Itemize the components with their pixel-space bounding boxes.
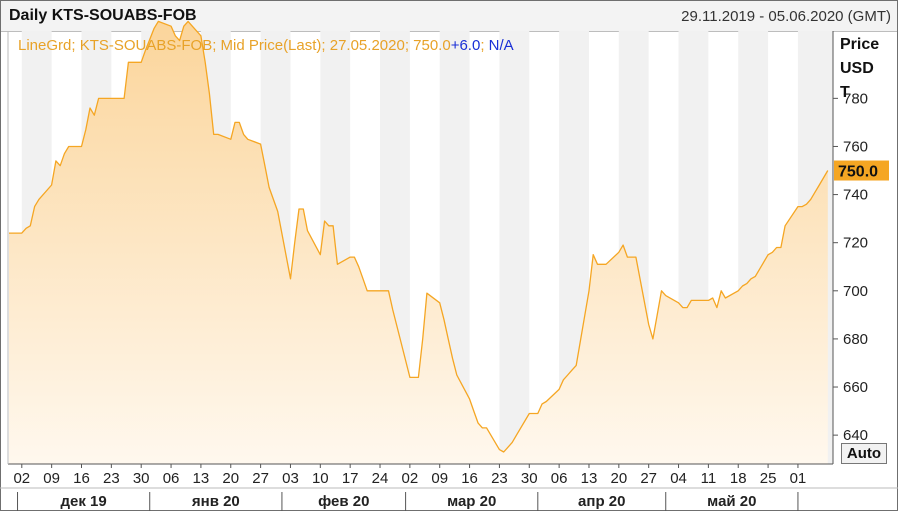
series-legend: LineGrd; KTS-SOUABS-FOB; Mid Price(Last)… bbox=[18, 37, 514, 54]
axis-head-currency: USD bbox=[840, 60, 874, 77]
price-line bbox=[9, 20, 829, 453]
x-tick-label: 20 bbox=[610, 470, 627, 487]
month-label: дек 19 bbox=[61, 493, 107, 510]
x-tick-label: 11 bbox=[701, 470, 717, 487]
x-tick-label: 27 bbox=[252, 470, 269, 487]
line-layer bbox=[9, 20, 829, 453]
x-tick-label: 24 bbox=[372, 470, 389, 487]
last-price-label: 750.0 bbox=[838, 164, 878, 181]
price-area bbox=[9, 21, 828, 465]
x-tick-label: 20 bbox=[222, 470, 239, 487]
x-tick-label: 01 bbox=[790, 470, 807, 487]
month-label: апр 20 bbox=[578, 493, 625, 510]
y-axis: 640 660 680 700 720 740 760 780 bbox=[833, 90, 868, 444]
y-tick-label: 740 bbox=[843, 187, 868, 204]
legend-sep: ; bbox=[480, 37, 485, 54]
x-tick-label: 09 bbox=[431, 470, 448, 487]
x-tick-label: 09 bbox=[43, 470, 60, 487]
x-tick-label: 04 bbox=[670, 470, 687, 487]
legend-na: N/A bbox=[488, 37, 514, 54]
chart-title: Daily KTS-SOUABS-FOB bbox=[9, 7, 197, 24]
x-tick-label: 30 bbox=[133, 470, 150, 487]
area-layer bbox=[9, 21, 828, 465]
x-tick-label: 16 bbox=[73, 470, 90, 487]
x-tick-label: 02 bbox=[402, 470, 419, 487]
x-tick-label: 13 bbox=[581, 470, 598, 487]
x-tick-label: 16 bbox=[461, 470, 478, 487]
x-tick-label: 25 bbox=[760, 470, 777, 487]
y-tick-label: 640 bbox=[843, 427, 868, 444]
x-tick-label: 06 bbox=[163, 470, 180, 487]
month-label: май 20 bbox=[707, 493, 756, 510]
y-tick-label: 660 bbox=[843, 379, 868, 396]
x-tick-label: 02 bbox=[13, 470, 30, 487]
plot-frame bbox=[7, 31, 834, 465]
y-tick-label: 720 bbox=[843, 235, 868, 252]
title-bar: Daily KTS-SOUABS-FOB 29.11.2019 - 05.06.… bbox=[1, 1, 897, 32]
x-tick-label: 06 bbox=[551, 470, 568, 487]
axis-head-unit: T bbox=[840, 84, 850, 101]
axis-head-price: Price bbox=[840, 36, 880, 53]
x-tick-label: 30 bbox=[521, 470, 538, 487]
x-tick-label: 03 bbox=[282, 470, 299, 487]
month-label: янв 20 bbox=[192, 493, 240, 510]
y-tick-label: 760 bbox=[843, 138, 868, 155]
x-axis: 02 09 16 23 30 06 13 20 27 03 10 17 24 02 09 16 23 30 06 13… bbox=[0, 464, 898, 511]
week-stripe bbox=[499, 31, 530, 464]
x-tick-label: 18 bbox=[730, 470, 747, 487]
x-tick-label: 27 bbox=[640, 470, 657, 487]
date-range: 29.11.2019 - 05.06.2020 (GMT) bbox=[681, 8, 891, 25]
auto-scale-button[interactable]: Auto bbox=[841, 443, 887, 464]
month-label: фев 20 bbox=[318, 493, 369, 510]
x-tick-label: 17 bbox=[342, 470, 359, 487]
last-price-bg bbox=[834, 160, 889, 181]
y-tick-label: 780 bbox=[843, 90, 868, 107]
x-tick-label: 23 bbox=[103, 470, 120, 487]
x-tick-label: 10 bbox=[312, 470, 329, 487]
last-price-badge: 750.0 bbox=[834, 160, 889, 181]
month-label: мар 20 bbox=[447, 493, 496, 510]
x-tick-label: 23 bbox=[491, 470, 508, 487]
y-tick-label: 680 bbox=[843, 331, 868, 348]
y-tick-label: 700 bbox=[843, 283, 868, 300]
legend-change: +6.0 bbox=[450, 37, 481, 54]
legend-main: LineGrd; KTS-SOUABS-FOB; Mid Price(Last)… bbox=[18, 37, 451, 54]
x-tick-label: 13 bbox=[193, 470, 210, 487]
